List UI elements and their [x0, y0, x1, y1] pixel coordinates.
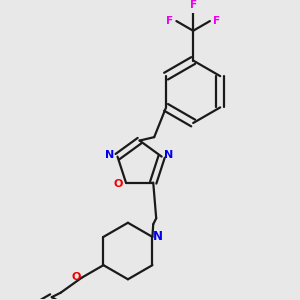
Text: O: O: [114, 179, 123, 189]
Text: F: F: [190, 0, 197, 10]
Text: F: F: [213, 16, 220, 26]
Text: N: N: [105, 150, 115, 160]
Text: N: N: [164, 150, 174, 160]
Text: F: F: [166, 16, 173, 26]
Text: O: O: [71, 272, 81, 282]
Text: N: N: [153, 230, 164, 243]
